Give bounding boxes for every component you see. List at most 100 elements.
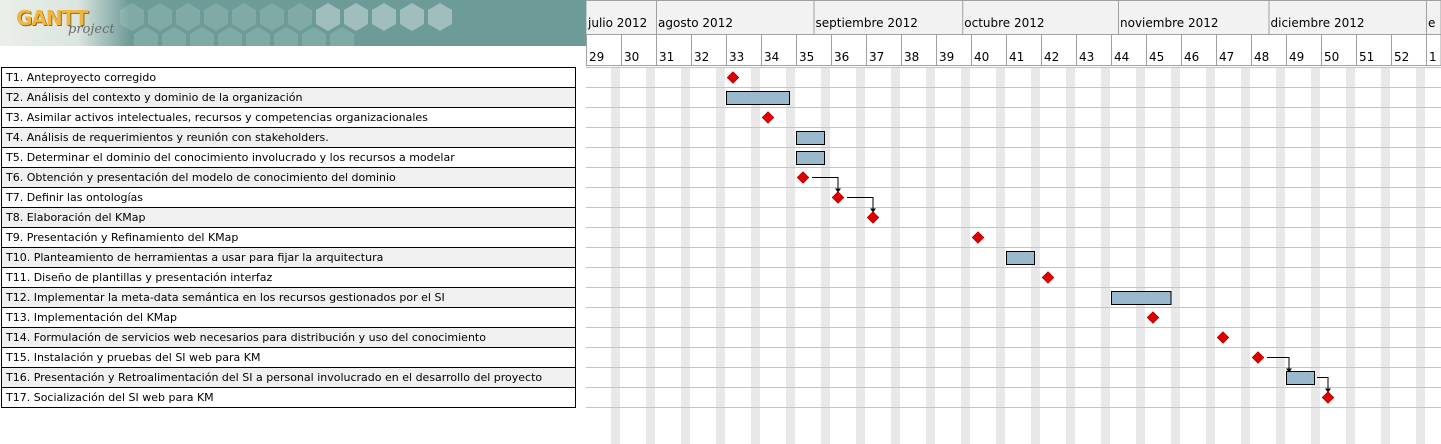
week-label: 33: [729, 50, 744, 64]
logo-text: GANTT: [16, 6, 88, 30]
task-row[interactable]: T12. Implementar la meta-data semántica …: [1, 288, 576, 308]
weekend-stripe: [1276, 68, 1285, 444]
weekend-stripe: [646, 68, 655, 444]
logo-subtitle: project: [68, 22, 115, 37]
milestone-marker: [866, 211, 880, 224]
milestone-marker: [1146, 311, 1160, 324]
month-label: noviembre 2012: [1120, 16, 1218, 30]
week-label: 39: [939, 50, 954, 64]
task-list: T1. Anteproyecto corregido T2. Análisis d…: [1, 67, 576, 408]
week-label: 40: [974, 50, 989, 64]
task-row[interactable]: T9. Presentación y Refinamiento del KMap: [1, 228, 576, 248]
dependency-arrowhead: [835, 188, 841, 193]
month-label: septiembre 2012: [816, 16, 918, 30]
weekend-stripe: [1346, 68, 1355, 444]
week-label: 34: [764, 50, 779, 64]
gantt-project-logo: GANTT project: [0, 0, 586, 46]
week-label: 42: [1044, 50, 1059, 64]
task-bar: [1286, 371, 1315, 385]
hexagon-pattern: [120, 3, 452, 46]
week-label: 1: [1429, 50, 1437, 64]
milestone-marker: [726, 71, 740, 84]
week-label: 45: [1149, 50, 1164, 64]
month-label: julio 2012: [587, 16, 647, 30]
weekend-stripe: [926, 68, 935, 444]
weekend-stripe: [611, 68, 620, 444]
week-label: 36: [834, 50, 849, 64]
milestone-marker: [761, 111, 775, 124]
task-row[interactable]: T17. Socialización del SI web para KM: [1, 388, 576, 408]
week-label: 31: [659, 50, 674, 64]
milestone-marker: [1321, 391, 1335, 404]
week-label: 43: [1079, 50, 1094, 64]
week-label: 37: [869, 50, 884, 64]
task-row[interactable]: T5. Determinar el dominio del conocimien…: [1, 148, 576, 168]
week-label: 44: [1114, 50, 1129, 64]
milestone-marker: [796, 171, 810, 184]
weekend-stripe: [716, 68, 725, 444]
week-label: 47: [1219, 50, 1234, 64]
week-label: 41: [1009, 50, 1024, 64]
task-bar: [726, 91, 790, 105]
task-bar: [1006, 251, 1035, 265]
task-row[interactable]: T14. Formulación de servicios web necesa…: [1, 328, 576, 348]
week-label: 48: [1254, 50, 1269, 64]
weekend-stripe: [1416, 68, 1425, 444]
dependency-arrowhead: [1286, 368, 1292, 373]
weekend-stripe: [821, 68, 830, 444]
logo-band: [0, 0, 130, 46]
dependency-arrow: [812, 177, 839, 190]
weekend-stripe: [996, 68, 1005, 444]
task-bar: [796, 151, 825, 165]
task-row[interactable]: T4. Análisis de requerimientos y reunión…: [1, 128, 576, 148]
milestone-marker: [1251, 351, 1265, 364]
weekend-stripe: [1381, 68, 1390, 444]
task-row[interactable]: T11. Diseño de plantillas y presentación…: [1, 268, 576, 288]
task-row[interactable]: T1. Anteproyecto corregido: [1, 67, 576, 88]
dependency-arrowhead: [1325, 388, 1331, 393]
week-label: 35: [799, 50, 814, 64]
month-label: diciembre 2012: [1271, 16, 1365, 30]
task-row[interactable]: T8. Elaboración del KMap: [1, 208, 576, 228]
weekend-stripe: [1101, 68, 1110, 444]
task-row[interactable]: T13. Implementación del KMap: [1, 308, 576, 328]
week-header-row: [586, 34, 1441, 66]
weekend-stripe: [1206, 68, 1215, 444]
task-row[interactable]: T10. Planteamiento de herramientas a usa…: [1, 248, 576, 268]
month-header-row: [586, 0, 1441, 35]
weekend-stripe: [681, 68, 690, 444]
week-label: 46: [1184, 50, 1199, 64]
week-label: 49: [1289, 50, 1304, 64]
milestone-marker: [1216, 331, 1230, 344]
week-label: 51: [1359, 50, 1374, 64]
weekend-stripe: [751, 68, 760, 444]
task-bar: [1111, 291, 1172, 305]
weekend-stripe: [1031, 68, 1040, 444]
task-row[interactable]: T15. Instalación y pruebas del SI web pa…: [1, 348, 576, 368]
task-row[interactable]: T7. Definir las ontologías: [1, 188, 576, 208]
gantt-chart: julio 2012 agosto 2012 septiembre 2012 octu…: [586, 0, 1441, 444]
month-label: e: [1428, 16, 1435, 30]
task-row[interactable]: T3. Asimilar activos intelectuales, recu…: [1, 108, 576, 128]
weekend-stripe: [1066, 68, 1075, 444]
dependency-arrow: [1267, 357, 1290, 370]
task-row[interactable]: T16. Presentación y Retroalimentación de…: [1, 368, 576, 388]
milestone-marker: [1041, 271, 1055, 284]
dependency-arrowhead: [870, 208, 876, 213]
weekend-stripe: [891, 68, 900, 444]
month-label: agosto 2012: [658, 16, 733, 30]
milestone-marker: [831, 191, 845, 204]
milestone-marker: [971, 231, 985, 244]
month-label: octubre 2012: [964, 16, 1044, 30]
week-label: 52: [1394, 50, 1409, 64]
weekend-stripe: [1136, 68, 1145, 444]
dependency-arrow: [847, 197, 874, 210]
weekend-stripe: [1241, 68, 1250, 444]
task-bar: [796, 131, 825, 145]
task-row[interactable]: T2. Análisis del contexto y dominio de l…: [1, 88, 576, 108]
week-label: 29: [589, 50, 604, 64]
week-label: 30: [624, 50, 639, 64]
weekend-stripe: [1311, 68, 1320, 444]
weekend-stripe: [961, 68, 970, 444]
task-row[interactable]: T6. Obtención y presentación del modelo …: [1, 168, 576, 188]
